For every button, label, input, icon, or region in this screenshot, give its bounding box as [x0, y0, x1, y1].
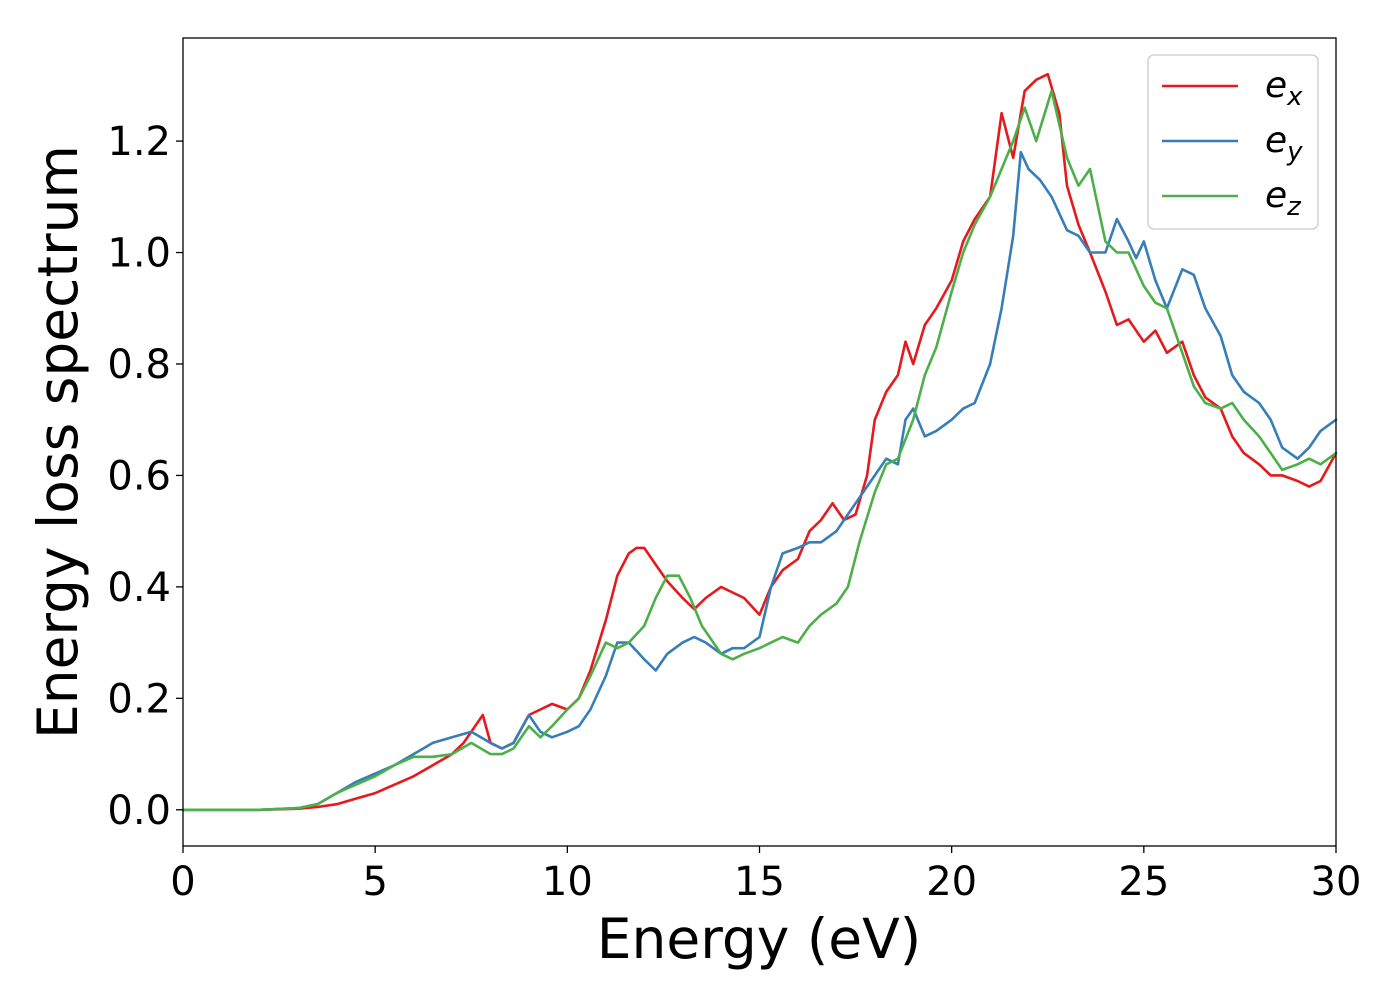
legend-label-base: e — [1265, 120, 1287, 161]
y-tick-label: 1.2 — [107, 119, 171, 165]
y-tick-label: 1.0 — [107, 231, 171, 277]
series-layer — [181, 72, 1338, 812]
x-tick-label: 25 — [1118, 859, 1169, 905]
x-axis-label: Energy (eV) — [597, 907, 921, 971]
legend-label-ex: ex — [1265, 65, 1303, 112]
y-axis-ticks: 0.0 0.2 0.4 0.6 0.8 1.0 1.2 — [107, 119, 183, 834]
legend-label-subscript: z — [1286, 192, 1302, 222]
y-tick-label: 0.0 — [107, 788, 171, 834]
y-tick-label: 0.4 — [107, 565, 171, 611]
x-tick-label: 0 — [170, 859, 195, 905]
legend-label-ey: ey — [1265, 120, 1303, 167]
legend-label-base: e — [1265, 65, 1287, 106]
legend-label-ez: ez — [1265, 175, 1302, 222]
x-tick-label: 30 — [1311, 859, 1362, 905]
x-axis-ticks: 0 5 10 15 20 25 30 — [170, 846, 1361, 905]
x-tick-label: 15 — [734, 859, 785, 905]
x-tick-label: 20 — [926, 859, 977, 905]
series-line-ex — [181, 72, 1338, 812]
series-line-ez — [181, 89, 1338, 812]
x-tick-label: 10 — [542, 859, 593, 905]
legend-label-subscript: x — [1286, 82, 1303, 112]
legend-label-subscript: y — [1286, 137, 1303, 167]
y-tick-label: 0.6 — [107, 453, 171, 499]
x-tick-label: 5 — [362, 859, 387, 905]
legend-label-base: e — [1265, 175, 1287, 216]
y-axis-label: Energy loss spectrum — [26, 145, 90, 739]
y-tick-label: 0.2 — [107, 676, 171, 722]
y-tick-label: 0.8 — [107, 342, 171, 388]
series-line-ey — [181, 150, 1338, 812]
